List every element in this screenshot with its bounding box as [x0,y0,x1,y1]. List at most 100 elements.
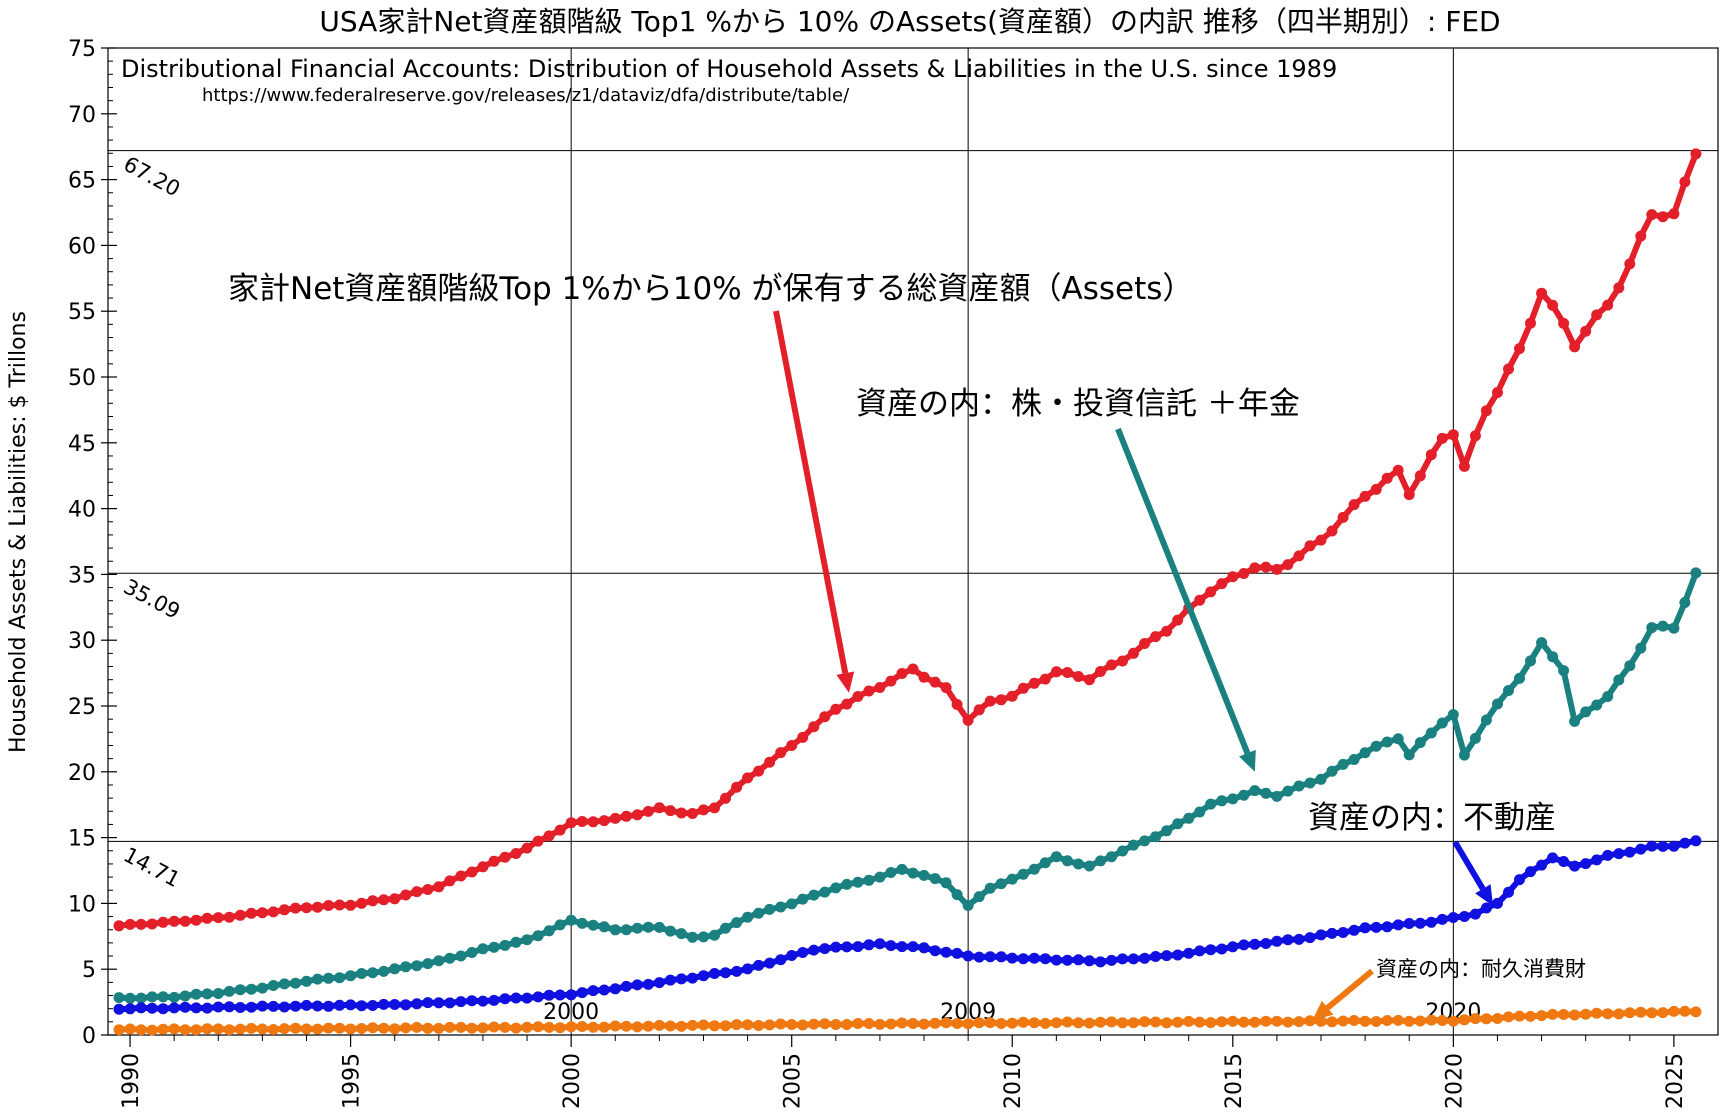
data-point [1150,951,1162,962]
data-point [1095,855,1106,867]
data-point [179,1024,191,1036]
data-point [1083,1017,1095,1029]
data-point [1514,1010,1525,1022]
data-point [951,699,963,710]
series-line-stocks_funds_pensions [118,571,1699,1002]
data-point [1172,1016,1184,1028]
data-point [731,1019,743,1031]
x-tick-label: 2020 [1442,1053,1467,1109]
data-point [1392,1014,1404,1026]
data-point [278,1001,290,1013]
data-point [797,731,809,743]
data-point [290,977,301,989]
data-point [918,671,930,683]
data-point [124,992,136,1004]
data-point [830,703,842,715]
data-point [1414,470,1426,482]
data-point [1591,1007,1603,1019]
data-point [488,941,500,953]
data-point [642,805,654,817]
data-point [1348,499,1360,511]
data-point [1580,1008,1592,1020]
data-point [830,882,842,894]
data-point [852,876,864,888]
data-point [323,1022,334,1034]
data-point [1458,911,1470,922]
data-point [709,929,720,941]
data-point [323,972,334,984]
data-point [907,941,919,953]
data-point [984,695,996,707]
data-point [1205,586,1217,598]
data-point [1072,858,1084,870]
x-tick-label: 2015 [1222,1053,1247,1109]
data-point [1072,1017,1084,1029]
data-point [1050,666,1062,678]
data-point [742,963,754,975]
data-point [1139,835,1151,847]
data-point [709,968,720,979]
data-point [411,1021,423,1033]
data-point [797,893,809,905]
data-point [1083,860,1095,872]
data-point [190,988,202,1000]
data-point [885,675,897,687]
data-point [1679,597,1691,608]
data-point [808,889,820,901]
data-point [1492,897,1503,909]
data-point [212,1001,224,1013]
data-point [1613,282,1625,294]
data-point [1547,1008,1559,1020]
data-point [190,914,202,926]
data-point [1227,793,1239,805]
data-point [1414,917,1426,929]
data-point [278,978,290,990]
data-point [1006,1017,1018,1029]
data-point [1348,754,1360,765]
data-point [1547,651,1559,663]
data-point [267,1024,279,1035]
x-tick-label: 2010 [1001,1053,1026,1109]
data-point [631,809,643,821]
data-point [1679,837,1691,849]
data-point [642,1020,654,1032]
data-point [1425,916,1437,928]
x-tick-label: 1995 [340,1053,365,1109]
data-point [808,1018,820,1030]
data-point [775,954,787,966]
data-point [764,957,776,969]
data-point [598,815,610,827]
data-point [1635,642,1647,654]
data-point [852,691,864,702]
data-point [1447,1015,1459,1027]
y-tick-label: 75 [68,37,96,62]
data-point [698,931,709,943]
y-tick-label: 10 [68,892,96,917]
data-point [477,943,489,955]
data-point [1370,740,1382,752]
data-point [1492,387,1503,398]
data-point [510,1022,522,1034]
data-point [1613,848,1625,860]
data-point [1503,363,1514,375]
data-point [256,1023,268,1035]
data-point [1646,1007,1658,1019]
data-point [1006,952,1018,964]
data-point [1095,956,1106,968]
data-point [1469,430,1481,442]
data-point [1591,854,1603,866]
y-tick-label: 45 [68,432,96,457]
data-point [631,922,643,934]
data-point [753,1020,765,1031]
data-point [1458,1014,1470,1026]
data-point [1249,562,1261,574]
data-point [1260,787,1272,799]
data-point [488,1021,500,1033]
data-point [290,1022,301,1034]
data-point [179,1001,191,1013]
data-point [1425,727,1437,739]
data-point [1480,902,1492,914]
data-point [874,682,886,693]
data-point [1172,818,1184,830]
data-point [1282,934,1294,946]
